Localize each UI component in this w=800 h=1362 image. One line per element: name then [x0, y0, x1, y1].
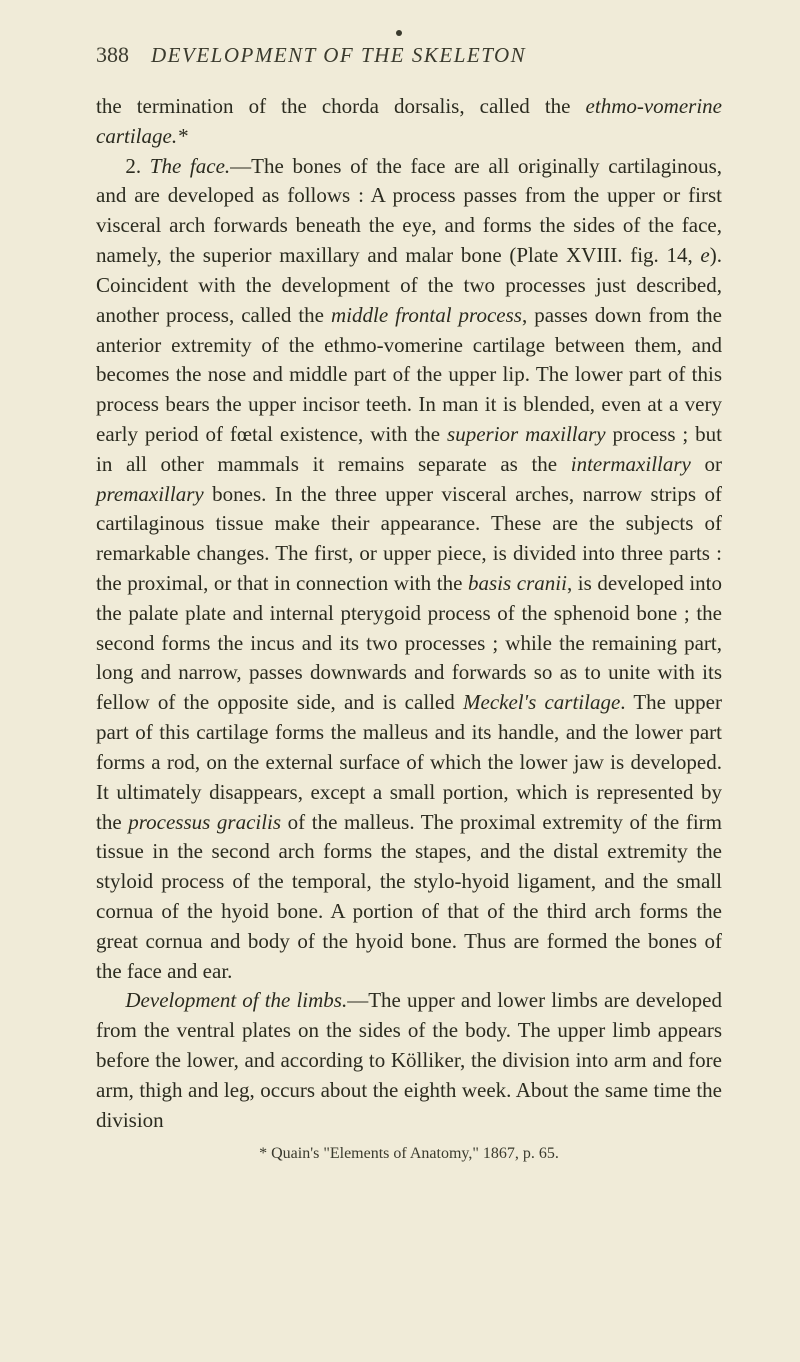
- paragraph-2: 2. The face.—The bones of the face are a…: [96, 152, 722, 987]
- page-header: 388 DEVELOPMENT OF THE SKELETON: [96, 42, 722, 68]
- page-number: 388: [96, 42, 129, 68]
- body-text: the termination of the chorda dorsalis, …: [96, 92, 722, 1135]
- paragraph-3: Development of the limbs.—The upper and …: [96, 986, 722, 1135]
- paragraph-1: the termination of the chorda dorsalis, …: [96, 92, 722, 152]
- running-title: DEVELOPMENT OF THE SKELETON: [151, 43, 526, 68]
- decorative-dot: [396, 30, 402, 36]
- footnote: * Quain's "Elements of Anatomy," 1867, p…: [96, 1145, 722, 1163]
